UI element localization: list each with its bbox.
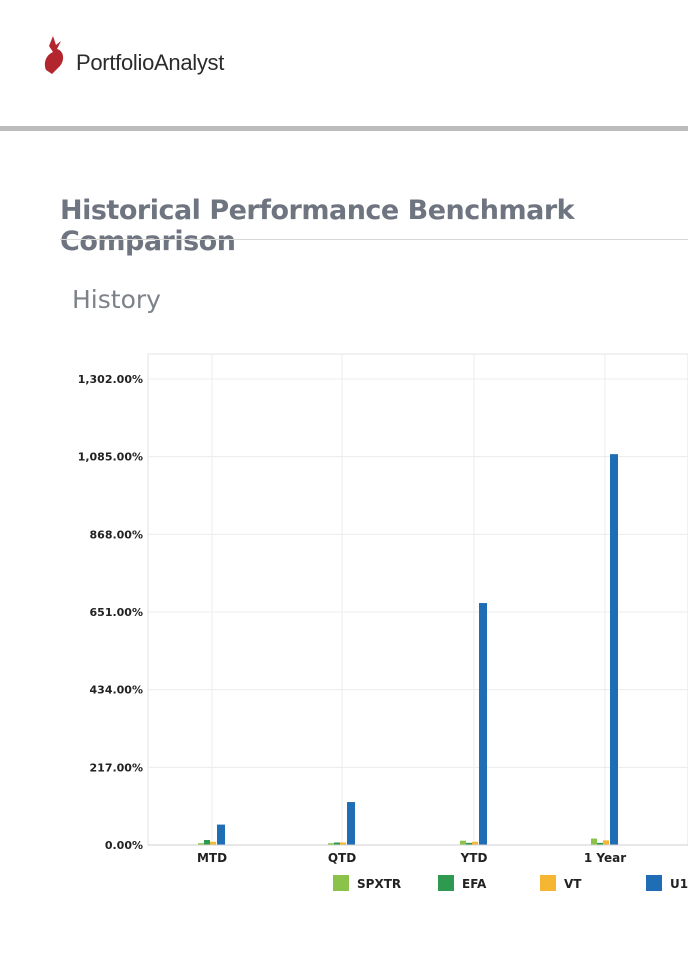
legend-swatch[interactable] — [438, 875, 454, 891]
bar-vt-3 — [603, 840, 609, 845]
legend-swatch[interactable] — [333, 875, 349, 891]
title-divider — [60, 239, 688, 240]
bar-u1-2 — [479, 603, 487, 845]
legend-label[interactable]: SPXTR — [357, 877, 401, 891]
y-tick-label: 651.00% — [90, 606, 143, 619]
x-tick-label: 1 Year — [584, 851, 626, 865]
header-divider — [0, 126, 688, 131]
bar-u1-0 — [217, 824, 225, 845]
portfolioanalyst-logo-icon — [44, 36, 64, 74]
bar-efa-0 — [204, 839, 210, 845]
bar-vt-2 — [472, 841, 478, 845]
bar-vt-1 — [340, 842, 346, 845]
bar-efa-2 — [466, 842, 472, 845]
section-title: History — [72, 285, 161, 314]
bar-spxtr-0 — [198, 843, 204, 845]
bar-u1-3 — [610, 454, 618, 845]
y-tick-label: 868.00% — [90, 528, 143, 541]
bar-vt-0 — [210, 841, 216, 845]
legend-swatch[interactable] — [646, 875, 662, 891]
bar-u1-1 — [347, 802, 355, 845]
legend-label[interactable]: EFA — [462, 877, 487, 891]
legend-label[interactable]: U1( — [670, 877, 688, 891]
plot-area — [147, 353, 688, 846]
page-title: Historical Performance Benchmark Compari… — [60, 195, 575, 257]
y-tick-label: 1,085.00% — [78, 451, 143, 464]
y-tick-label: 0.00% — [105, 839, 143, 852]
bar-spxtr-1 — [328, 843, 334, 845]
bar-efa-1 — [334, 842, 340, 845]
bar-efa-3 — [597, 842, 603, 845]
app-header: PortfolioAnalyst — [0, 0, 688, 126]
brand-name: PortfolioAnalyst — [76, 50, 225, 75]
bar-spxtr-3 — [591, 838, 597, 845]
bar-spxtr-2 — [460, 840, 466, 845]
y-tick-label: 1,302.00% — [78, 373, 143, 386]
history-bar-chart: 0.00% 217.00% 434.00% 651.00% 868.00% 1,085.0… — [78, 353, 688, 891]
x-tick-label: YTD — [460, 851, 488, 865]
y-tick-label: 434.00% — [90, 684, 143, 697]
legend-swatch[interactable] — [540, 875, 556, 891]
x-tick-label: QTD — [328, 851, 356, 865]
x-tick-label: MTD — [197, 851, 227, 865]
y-tick-label: 217.00% — [90, 761, 143, 774]
legend-label[interactable]: VT — [564, 877, 582, 891]
